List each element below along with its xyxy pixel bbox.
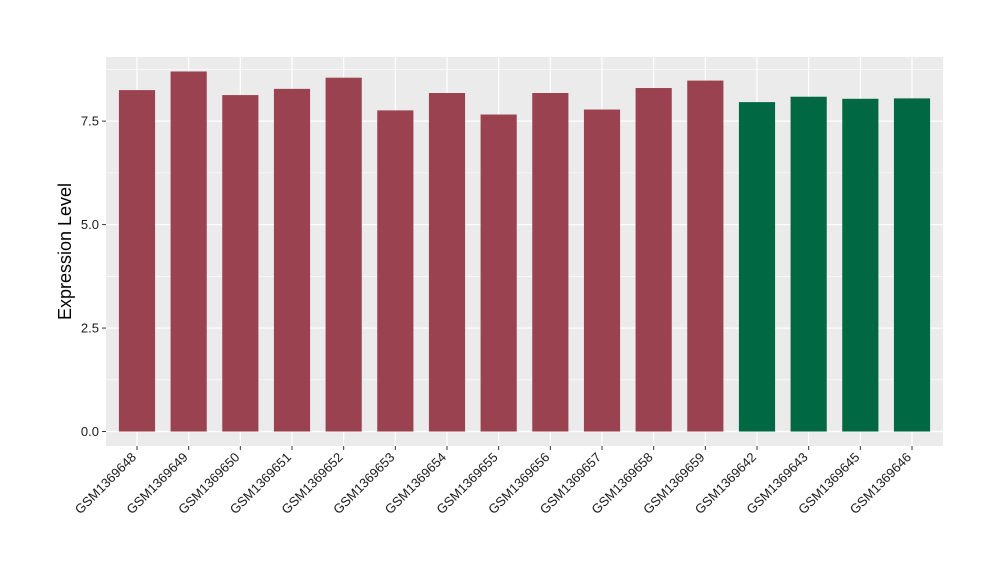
y-tick-label: 0.0 [81,424,99,439]
bar-GSM1369646 [893,98,931,432]
y-tick-label: 2.5 [81,321,99,336]
bar-GSM1369655 [480,114,517,432]
y-tick-label: 5.0 [81,217,99,232]
bar-GSM1369645 [842,98,879,432]
bars [118,71,931,432]
bar-GSM1369657 [583,109,621,432]
y-axis-title: Expression Level [55,183,75,320]
y-tick-label: 7.5 [81,114,99,129]
x-axis: GSM1369648GSM1369649GSM1369650GSM1369651… [72,446,914,517]
bar-GSM1369659 [687,80,724,432]
bar-GSM1369652 [325,77,362,432]
bar-GSM1369643 [790,96,827,432]
bar-GSM1369642 [738,102,776,432]
y-axis: 0.0 2.5 5.0 7.5 [81,114,106,439]
bar-GSM1369650 [222,95,259,432]
bar-GSM1369651 [273,88,311,432]
bar-GSM1369654 [428,93,466,432]
bar-GSM1369656 [532,93,569,432]
bar-GSM1369653 [377,110,414,432]
bar-GSM1369649 [170,71,207,432]
bar-GSM1369648 [118,90,156,432]
bar-GSM1369658 [635,88,672,432]
